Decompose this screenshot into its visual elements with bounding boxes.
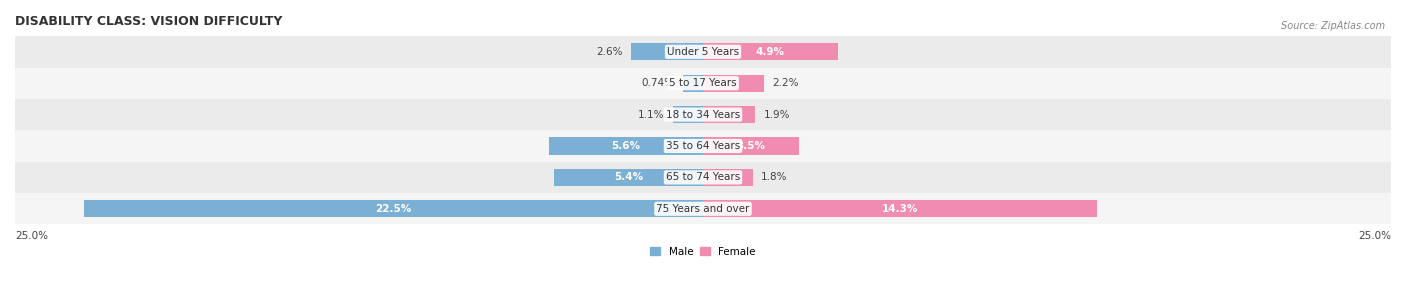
Text: 2.2%: 2.2% — [772, 78, 799, 88]
Bar — [15, 36, 1391, 67]
Bar — [15, 193, 1391, 224]
Bar — [15, 99, 1391, 130]
Bar — [672, 106, 703, 123]
Text: 35 to 64 Years: 35 to 64 Years — [666, 141, 740, 151]
Legend: Male, Female: Male, Female — [645, 242, 761, 261]
Bar — [631, 43, 703, 60]
Text: 65 to 74 Years: 65 to 74 Years — [666, 172, 740, 182]
Text: 5.6%: 5.6% — [612, 141, 641, 151]
Bar — [84, 200, 703, 217]
Text: 25.0%: 25.0% — [1358, 231, 1391, 241]
Bar — [15, 130, 1391, 162]
Text: DISABILITY CLASS: VISION DIFFICULTY: DISABILITY CLASS: VISION DIFFICULTY — [15, 15, 283, 28]
Text: 0.74%: 0.74% — [641, 78, 675, 88]
Text: 3.5%: 3.5% — [737, 141, 766, 151]
Text: 2.6%: 2.6% — [596, 47, 623, 57]
Bar — [15, 162, 1391, 193]
Text: 1.1%: 1.1% — [638, 110, 665, 119]
Text: 1.8%: 1.8% — [761, 172, 787, 182]
Text: Under 5 Years: Under 5 Years — [666, 47, 740, 57]
Bar — [703, 169, 752, 186]
Bar — [703, 74, 763, 92]
Bar — [703, 106, 755, 123]
Text: 14.3%: 14.3% — [882, 204, 918, 214]
Text: Source: ZipAtlas.com: Source: ZipAtlas.com — [1281, 21, 1385, 31]
Text: 75 Years and over: 75 Years and over — [657, 204, 749, 214]
Text: 1.9%: 1.9% — [763, 110, 790, 119]
Bar — [548, 137, 703, 155]
Text: 22.5%: 22.5% — [375, 204, 412, 214]
Bar — [554, 169, 703, 186]
Bar — [703, 43, 838, 60]
Text: 5.4%: 5.4% — [614, 172, 644, 182]
Text: 18 to 34 Years: 18 to 34 Years — [666, 110, 740, 119]
Bar — [703, 137, 800, 155]
Text: 4.9%: 4.9% — [756, 47, 785, 57]
Text: 25.0%: 25.0% — [15, 231, 48, 241]
Bar — [703, 200, 1097, 217]
Bar — [15, 67, 1391, 99]
Bar — [683, 74, 703, 92]
Text: 5 to 17 Years: 5 to 17 Years — [669, 78, 737, 88]
